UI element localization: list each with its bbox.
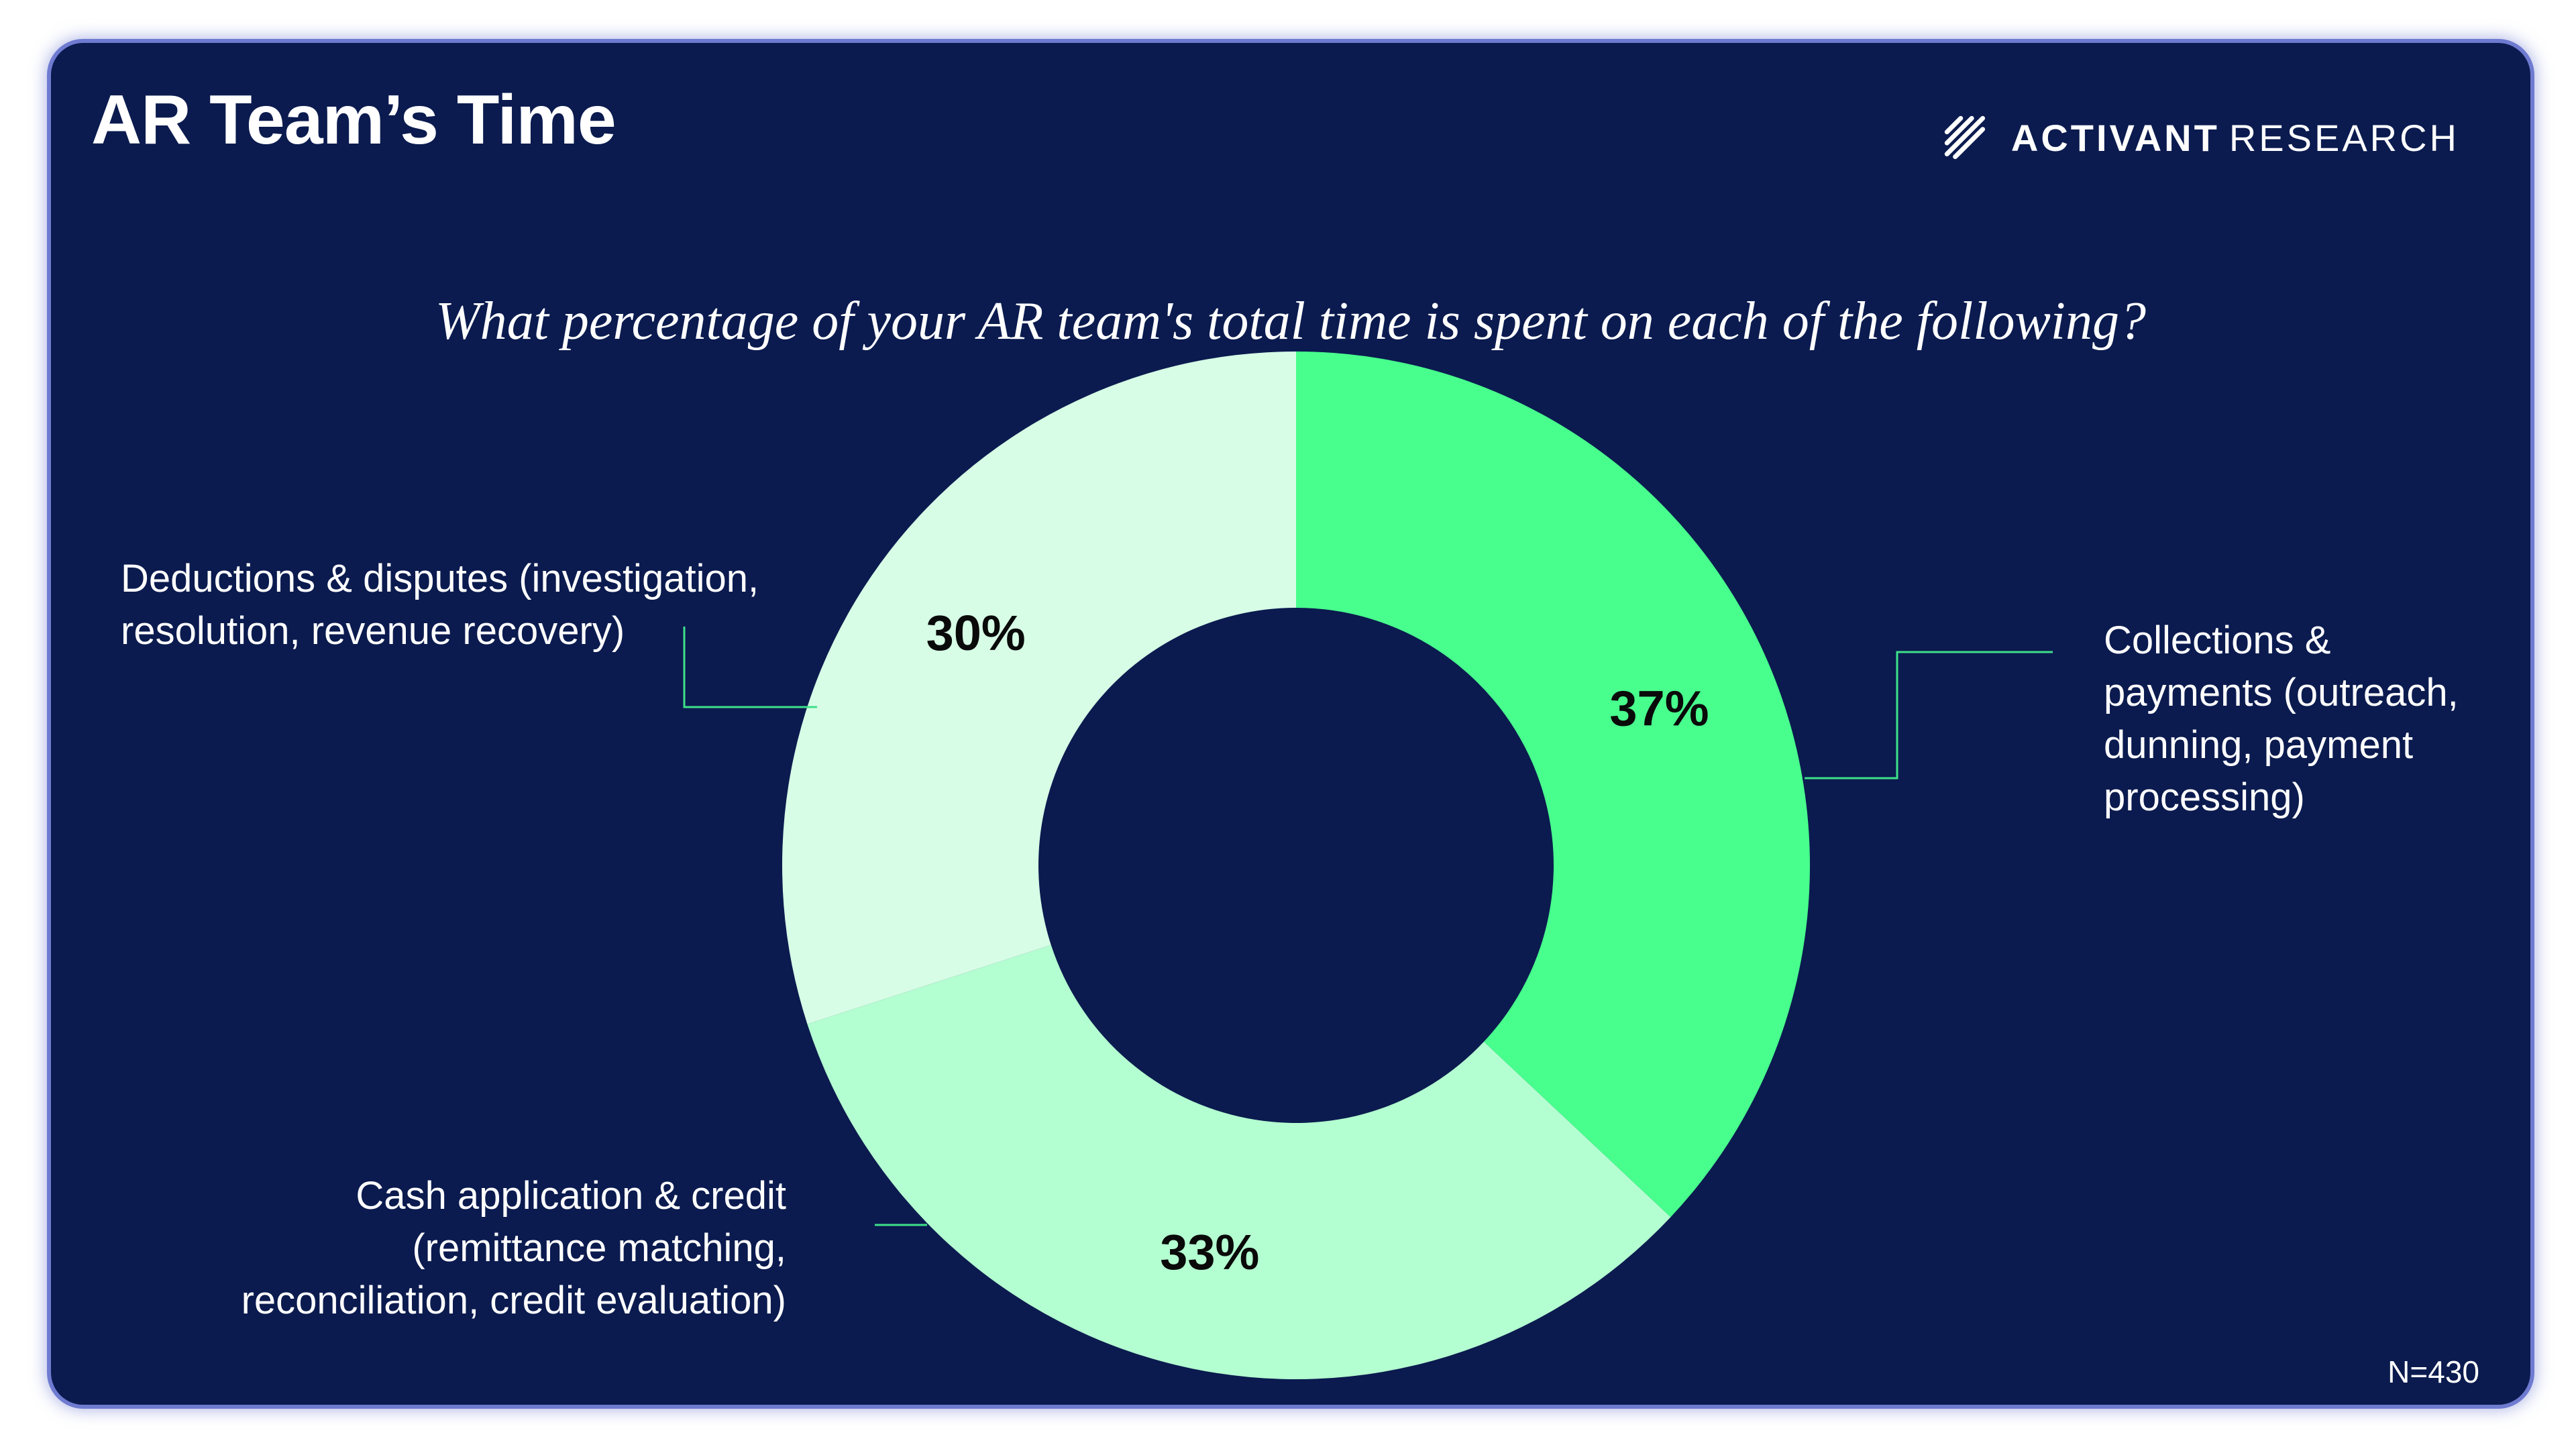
category-label-line: Collections & (2104, 619, 2331, 662)
category-label-line: payments (outreach, (2104, 671, 2459, 714)
donut-chart: 37% 33% 30% (683, 352, 2053, 1379)
category-label-deductions: Deductions & disputes (investigation, res… (121, 553, 759, 657)
activant-logo-icon (1944, 115, 1985, 160)
category-label-collections: Collections & payments (outreach, dunning,… (2104, 614, 2459, 824)
donut-slice-collections (1296, 352, 1810, 1218)
category-label-cash-application: Cash application & credit (remittance mat… (241, 1170, 786, 1327)
slice-value-cash-application: 33% (1160, 1224, 1259, 1280)
slice-value-collections: 37% (1609, 681, 1709, 737)
chart-question: What percentage of your AR team's total … (435, 292, 2147, 351)
activant-research-logo: ACTIVANT RESEARCH (1939, 107, 2459, 168)
logo-suffix: RESEARCH (2229, 116, 2459, 159)
leader-line-collections (1805, 651, 2053, 780)
category-label-line: dunning, payment (2104, 723, 2414, 767)
slice-value-deductions: 30% (926, 605, 1026, 661)
category-label-line: reconciliation, credit evaluation) (241, 1279, 786, 1322)
sample-size: N=430 (2387, 1354, 2479, 1389)
leader-line-deductions (683, 627, 817, 708)
logo-brand: ACTIVANT (2010, 116, 2220, 159)
category-label-line: Deductions & disputes (investigation, (121, 557, 759, 600)
donut-slice-deductions (782, 352, 1296, 1024)
slide-card: AR Team’s Time ACTIVANT RESEARCH What per… (51, 43, 2530, 1405)
category-label-line: processing) (2104, 775, 2305, 819)
donut-slice-cash-application (807, 945, 1671, 1379)
page-title: AR Team’s Time (91, 81, 616, 159)
category-label-line: (remittance matching, (412, 1226, 786, 1270)
category-label-line: resolution, revenue recovery) (121, 609, 625, 653)
category-label-line: Cash application & credit (356, 1174, 786, 1218)
